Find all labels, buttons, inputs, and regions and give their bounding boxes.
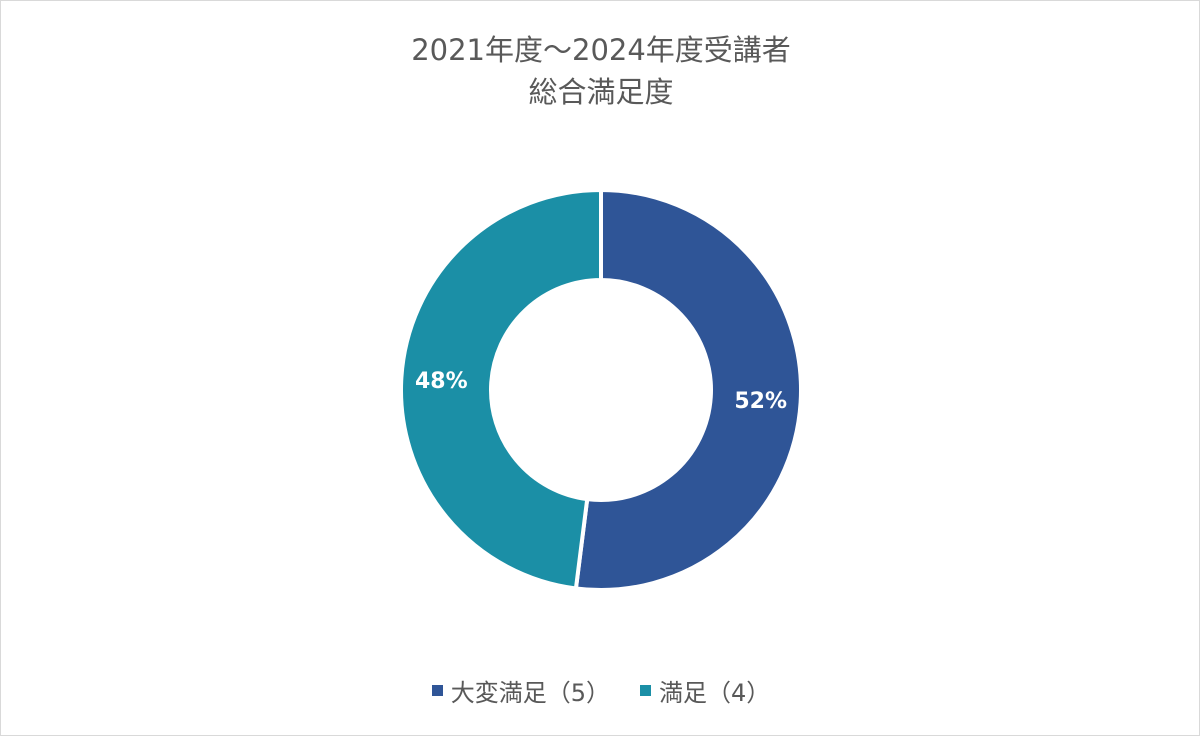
legend-item-very-satisfied[interactable]: 大変満足（5） bbox=[431, 673, 610, 708]
chart-title: 2021年度～2024年度受講者 総合満足度 bbox=[1, 29, 1200, 113]
legend-swatch-very-satisfied bbox=[431, 685, 443, 696]
legend-item-satisfied[interactable]: 満足（4） bbox=[640, 673, 770, 708]
data-label: 48% bbox=[415, 369, 468, 394]
legend-label-very-satisfied: 大変満足（5） bbox=[450, 679, 610, 707]
legend-swatch-satisfied bbox=[640, 685, 651, 696]
chart-title-line-2: 総合満足度 bbox=[528, 75, 674, 109]
donut-slices bbox=[399, 187, 803, 592]
legend-label-satisfied: 満足（4） bbox=[659, 679, 771, 707]
data-label: 52% bbox=[734, 389, 787, 414]
legend: 大変満足（5） 満足（4） bbox=[1, 673, 1200, 708]
chart-title-line-1: 2021年度～2024年度受講者 bbox=[411, 33, 791, 67]
slice-very-satisfied[interactable] bbox=[573, 187, 803, 592]
data-labels: 52% 48% bbox=[415, 369, 787, 414]
slice-satisfied[interactable] bbox=[399, 187, 603, 591]
